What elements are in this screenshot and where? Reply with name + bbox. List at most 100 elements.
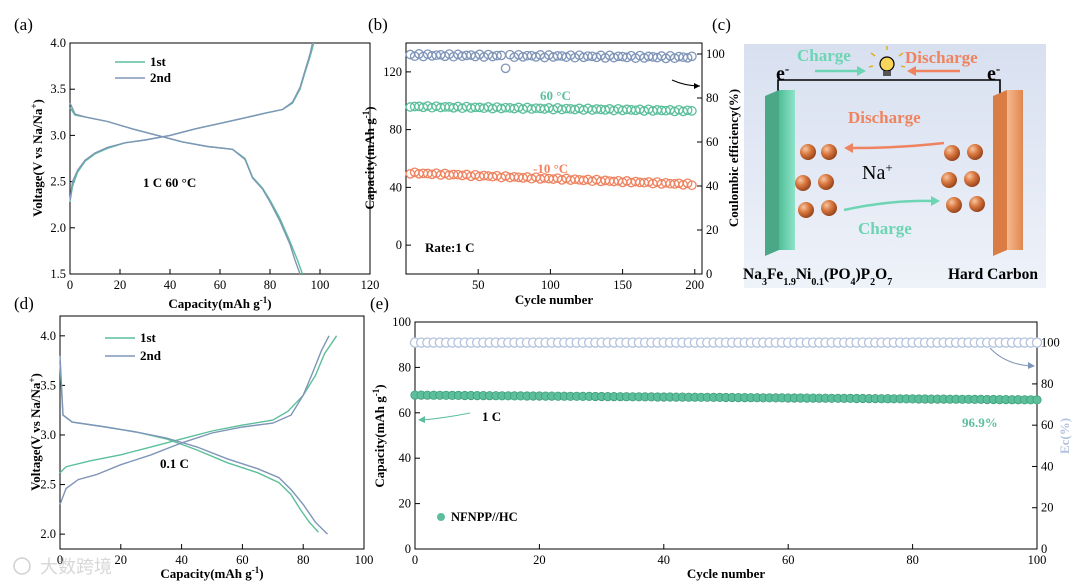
y-tick-label: 2.0 (50, 221, 66, 235)
x-tick-label: 60 (236, 553, 249, 567)
panel-label-b: (b) (368, 15, 388, 34)
chart-d-legend: 1st 2nd (105, 330, 162, 363)
chart-e-ec-arrowhead (1028, 362, 1035, 369)
series-1st-discharge-curve (69, 107, 304, 275)
y-tick-label: 2.0 (40, 527, 56, 541)
x-tick-label: 40 (658, 553, 671, 567)
y-tick-label: 3.5 (50, 82, 66, 96)
data-point (492, 50, 502, 61)
chart-e-points (409, 337, 1043, 405)
y-tick-label: 60 (399, 406, 412, 420)
sodium-ion (800, 144, 816, 160)
sodium-ion (818, 174, 834, 190)
chart-d: 0 20 40 60 80 100 2.0 2.5 3.0 3.5 4.0 1st 2nd 0.1 … (27, 315, 373, 581)
chart-e-frame (414, 321, 1038, 550)
discharge-arrow-mid (851, 141, 945, 150)
y-tick-label: 40 (390, 180, 403, 194)
x-tick-label: 0 (412, 553, 418, 567)
chart-a-annotation: 1 C 60 °C (143, 175, 196, 190)
charge-arrow-mid (843, 199, 933, 212)
chart-a: 0 20 40 60 80 100 120 1.5 2.0 2.5 3.0 3.5 4.0 1st 2n… (29, 36, 379, 311)
x-tick-label: 40 (175, 553, 188, 567)
charge-label-bottom: Charge (858, 219, 912, 238)
charge-arrowhead-top (857, 66, 866, 76)
y-tick-label: 3.0 (50, 128, 66, 142)
panel-label-a: (a) (14, 15, 33, 34)
x-tick-label: 80 (297, 553, 310, 567)
x-tick-label: 120 (361, 278, 380, 292)
y-tick-label: 1.5 (50, 267, 66, 281)
chart-d-xlabel: Capacity(mAh g-1) (160, 565, 263, 581)
data-point (1032, 395, 1042, 405)
data-point (682, 105, 693, 116)
series-Ec (409, 337, 1043, 348)
y2-tick-label: 100 (1041, 336, 1060, 350)
y-tick-label: 80 (399, 360, 412, 374)
sodium-ion (821, 144, 837, 160)
sodium-ion-label: Na+ (862, 160, 893, 185)
y2-tick-label: 60 (706, 135, 719, 149)
y-tick-label: 0 (405, 542, 411, 556)
electron-left: e- (776, 61, 789, 86)
sodium-ion (969, 196, 985, 212)
y-tick-label: 2.5 (40, 478, 56, 492)
cathode-plate (765, 90, 795, 256)
legend-2nd-label: 2nd (140, 348, 162, 363)
chart-b-label-minus10C: -10 °C (533, 161, 568, 176)
chart-b-points (405, 49, 697, 191)
chart-e-capacity-arrowhead (418, 416, 425, 423)
cathode-formula: Na3Fe1.9Ni0.1(PO4)P2O7 (743, 266, 892, 288)
discharge-label-mid: Discharge (848, 108, 921, 127)
chart-e-y2label: Ec(%) (1057, 418, 1072, 454)
chart-b-xlabel: Cycle number (515, 292, 594, 307)
series-2nd-discharge-curve (59, 355, 328, 535)
y2-tick-label: 80 (706, 91, 719, 105)
chart-e-retention: 96.9% (962, 415, 998, 430)
series-2nd-charge-curve (59, 335, 330, 505)
chart-a-lines (69, 42, 315, 275)
series-2nd-charge-curve (69, 42, 314, 201)
chart-b-label-60C: 60 °C (540, 88, 571, 103)
y2-tick-label: 40 (1041, 459, 1054, 473)
chart-d-frame (59, 315, 365, 550)
chart-b-ylabel: Capacity(mAh g-1) (361, 106, 377, 209)
x-tick-label: 80 (264, 278, 277, 292)
chart-e-rate-label: 1 C (482, 409, 501, 424)
chart-d-lines (59, 335, 338, 535)
chart-b-ce-arrowhead (694, 83, 700, 89)
data-point (500, 63, 511, 74)
watermark-logo-icon (13, 557, 31, 575)
y2-tick-label: 80 (1041, 377, 1054, 391)
series-Coulombic efficiency (405, 49, 697, 74)
x-tick-label: 50 (472, 278, 485, 292)
x-tick-label: 80 (906, 553, 919, 567)
x-tick-label: 0 (57, 553, 63, 567)
chart-e-legend-marker (437, 513, 445, 521)
chart-a-xlabel: Capacity(mAh g-1) (168, 295, 271, 311)
y-tick-label: 120 (383, 65, 402, 79)
sodium-ion (821, 200, 837, 216)
series-1st-discharge-curve (59, 363, 319, 533)
sodium-ion (941, 172, 957, 188)
watermark-text: 大数跨境 (40, 557, 112, 577)
data-point (682, 178, 693, 189)
anode-plate (993, 90, 1023, 256)
y2-tick-label: 0 (706, 267, 712, 281)
y-tick-label: 0 (396, 238, 402, 252)
sodium-ion (946, 197, 962, 213)
sodium-ions-left (795, 144, 837, 218)
chart-e-capacity-arrow (421, 412, 471, 421)
electron-right: e- (987, 61, 1000, 86)
x-tick-label: 200 (685, 278, 704, 292)
legend-2nd-label: 2nd (150, 70, 172, 85)
y2-tick-label: 0 (1041, 542, 1047, 556)
y-tick-label: 3.0 (40, 428, 56, 442)
y-tick-label: 40 (399, 451, 412, 465)
sodium-ion (795, 175, 811, 191)
series-2nd-discharge-curve (69, 102, 301, 275)
chart-e-legend-label: NFNPP//HC (451, 510, 518, 524)
x-tick-label: 60 (214, 278, 227, 292)
